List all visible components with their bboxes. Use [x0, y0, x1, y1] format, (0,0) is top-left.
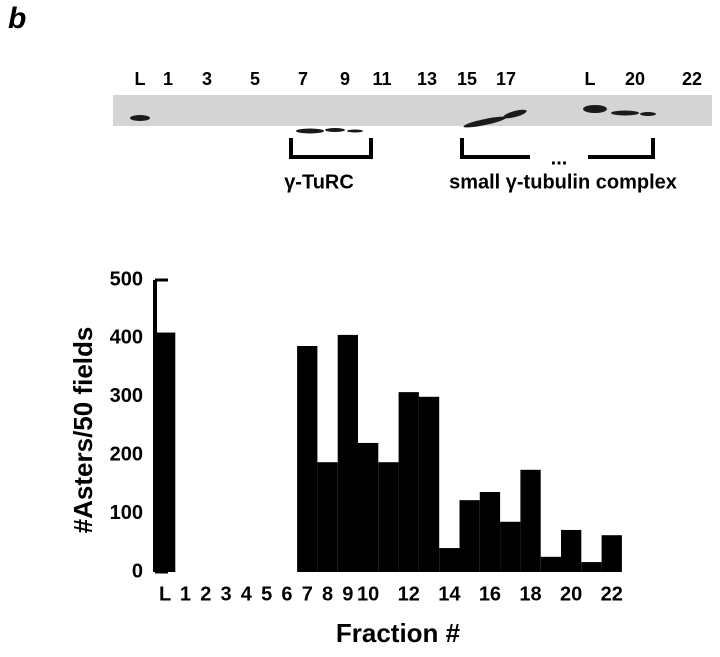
x-tick-label: 20 [560, 583, 582, 605]
y-tick-label: 300 [110, 385, 143, 407]
lane-label: 3 [202, 69, 212, 89]
x-tick-label: 18 [519, 583, 541, 605]
lane-label: 13 [417, 69, 437, 89]
x-tick-label: 5 [261, 583, 272, 605]
lane-label: 7 [298, 69, 308, 89]
brackets [289, 138, 655, 159]
x-tick-label: L [159, 583, 171, 605]
x-tick-label: 14 [438, 583, 461, 605]
x-tick-label: 4 [241, 583, 253, 605]
bar [459, 500, 480, 572]
y-axis-label: #Asters/50 fields [68, 327, 98, 534]
x-tick-label: 22 [601, 583, 623, 605]
lane-label: 22 [682, 69, 702, 89]
bar [297, 345, 318, 572]
bar [337, 334, 358, 572]
y-tick-label: 200 [110, 443, 143, 465]
y-tick-label: 400 [110, 327, 143, 349]
bar [398, 392, 419, 572]
bar [418, 396, 440, 572]
lane-label: 15 [457, 69, 477, 89]
lane-label: 17 [496, 69, 516, 89]
x-axis-label: Fraction # [336, 618, 461, 648]
x-tick-label: 1 [180, 583, 191, 605]
x-tick-label: 2 [200, 583, 211, 605]
x-tick-label: 8 [322, 583, 333, 605]
x-tick-label: 6 [281, 583, 292, 605]
x-tick-label: 9 [342, 583, 353, 605]
lane-label: 20 [625, 69, 645, 89]
bar [500, 521, 521, 572]
lane-label: 9 [340, 69, 350, 89]
bar [601, 535, 622, 572]
x-tick-label: 16 [479, 583, 501, 605]
x-tick-label: 7 [302, 583, 313, 605]
y-tick-label: 0 [132, 560, 143, 582]
bar [581, 562, 602, 572]
lane-label: L [135, 69, 146, 89]
bar [520, 469, 541, 572]
bar [155, 332, 176, 572]
blot [113, 95, 712, 126]
y-tick-label: 100 [110, 502, 143, 524]
x-tick-label: 3 [220, 583, 231, 605]
bar [439, 548, 460, 572]
bar [378, 462, 399, 572]
y-tick-label: 500 [110, 268, 143, 290]
bracket-label: small γ-tubulin complex [449, 171, 677, 193]
bracket-label: γ-TuRC [284, 171, 354, 193]
bar [540, 556, 561, 572]
panel-label: b [8, 2, 26, 35]
lane-label: 1 [163, 69, 173, 89]
lane-label: 11 [372, 69, 391, 89]
blot-bands [130, 105, 656, 134]
bar [317, 462, 338, 572]
ellipsis: ... [551, 147, 568, 169]
lane-label: L [585, 69, 596, 89]
bar [358, 442, 379, 572]
bar [479, 491, 501, 572]
x-tick-label: 12 [398, 583, 420, 605]
x-tick-label: 10 [357, 583, 379, 605]
lane-label: 5 [250, 69, 260, 89]
bar [561, 529, 582, 572]
